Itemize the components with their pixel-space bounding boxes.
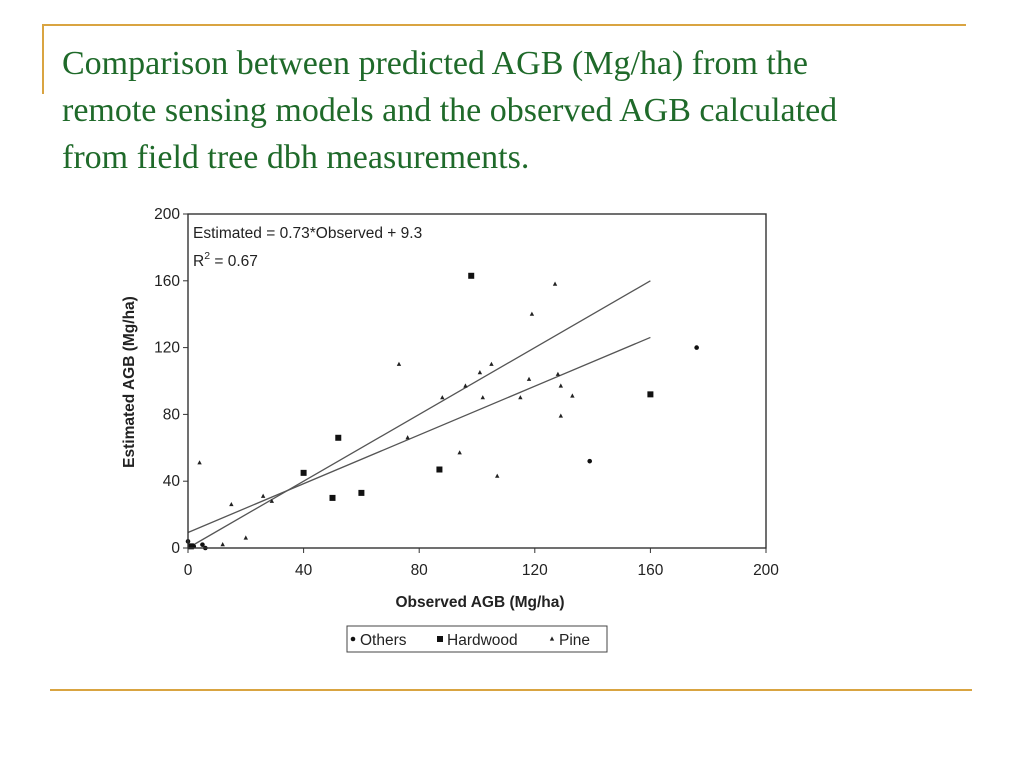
pine-point — [529, 311, 535, 316]
x-tick-label: 80 — [411, 562, 429, 579]
slide-title-line-1: Comparison between predicted AGB (Mg/ha)… — [62, 45, 808, 82]
fit-lines — [187, 280, 651, 549]
legend: Others Hardwood Pine — [346, 625, 608, 653]
top-rule — [44, 24, 966, 26]
pine-point — [555, 371, 561, 376]
hardwood-point — [436, 466, 443, 473]
r-squared-label: R2 = 0.67 — [193, 250, 258, 270]
regression-line — [187, 336, 651, 534]
x-tick-label: 160 — [637, 562, 663, 579]
legend-label-hardwood: Hardwood — [447, 632, 518, 649]
hardwood-point — [358, 489, 365, 496]
hardwood-point — [647, 391, 654, 398]
r-squared-value: = 0.67 — [210, 253, 258, 270]
slide-title-line-3: from field tree dbh measurements. — [62, 139, 530, 176]
pine-point — [269, 498, 275, 503]
pine-point — [495, 473, 500, 478]
legend-box — [346, 625, 608, 653]
x-tick-label: 120 — [522, 562, 548, 579]
legend-label-pine: Pine — [559, 632, 590, 649]
pine-point — [570, 393, 575, 398]
x-tick-label: 40 — [295, 562, 313, 579]
y-tick-label: 160 — [154, 273, 180, 290]
legend-label-others: Others — [360, 632, 407, 649]
y-tick-label: 40 — [163, 473, 181, 490]
legend-marker-hardwood — [437, 636, 443, 642]
regression-equation: Estimated = 0.73*Observed + 9.3 — [193, 225, 422, 242]
y-axis-title: Estimated AGB (Mg/ha) — [121, 296, 138, 468]
side-rule — [42, 24, 44, 94]
x-tick-label: 0 — [184, 562, 193, 579]
x-axis-title: Observed AGB (Mg/ha) — [395, 594, 564, 611]
pine-point — [558, 413, 564, 418]
pine-point — [526, 376, 532, 381]
others-point — [200, 542, 205, 547]
plot-frame — [187, 213, 767, 549]
pine-point — [480, 395, 485, 400]
bottom-rule — [50, 689, 972, 691]
pine-point — [463, 383, 468, 388]
r-squared-superscript: 2 — [204, 250, 210, 262]
legend-marker-pine — [549, 636, 555, 641]
one-to-one-line — [187, 280, 651, 549]
slide-title-line-2: remote sensing models and the observed A… — [62, 92, 838, 129]
pine-point — [405, 435, 410, 440]
hardwood-point — [335, 434, 342, 441]
hardwood-point — [468, 272, 475, 279]
y-tick-label: 80 — [163, 406, 181, 423]
slide-title: Comparison between predicted AGB (Mg/ha)… — [62, 40, 962, 181]
pine-point — [440, 395, 445, 400]
hardwood-point — [187, 543, 194, 550]
pine-point — [229, 501, 234, 507]
pine-point — [518, 395, 523, 400]
others-point — [694, 345, 699, 350]
pine-point — [396, 361, 402, 366]
hardwood-point — [329, 494, 336, 501]
pine-point — [260, 493, 266, 498]
pine-point — [489, 361, 494, 366]
x-tick-label: 200 — [753, 562, 779, 579]
pine-point — [558, 383, 564, 388]
pine-point — [220, 542, 225, 547]
pine-point — [477, 370, 483, 375]
axes: 0 40 80 120 160 200 0 40 80 120 160 200 — [154, 206, 779, 579]
legend-marker-others — [350, 636, 356, 642]
y-tick-label: 120 — [154, 340, 180, 357]
pine-point — [552, 281, 558, 286]
y-tick-label: 200 — [154, 206, 180, 223]
y-tick-label: 0 — [171, 540, 180, 557]
data-points — [185, 272, 699, 551]
pine-point — [243, 535, 248, 540]
hardwood-point — [300, 469, 307, 476]
others-point — [587, 458, 593, 464]
pine-point — [197, 460, 202, 465]
pine-point — [457, 450, 462, 455]
r-squared-r: R — [193, 253, 204, 270]
